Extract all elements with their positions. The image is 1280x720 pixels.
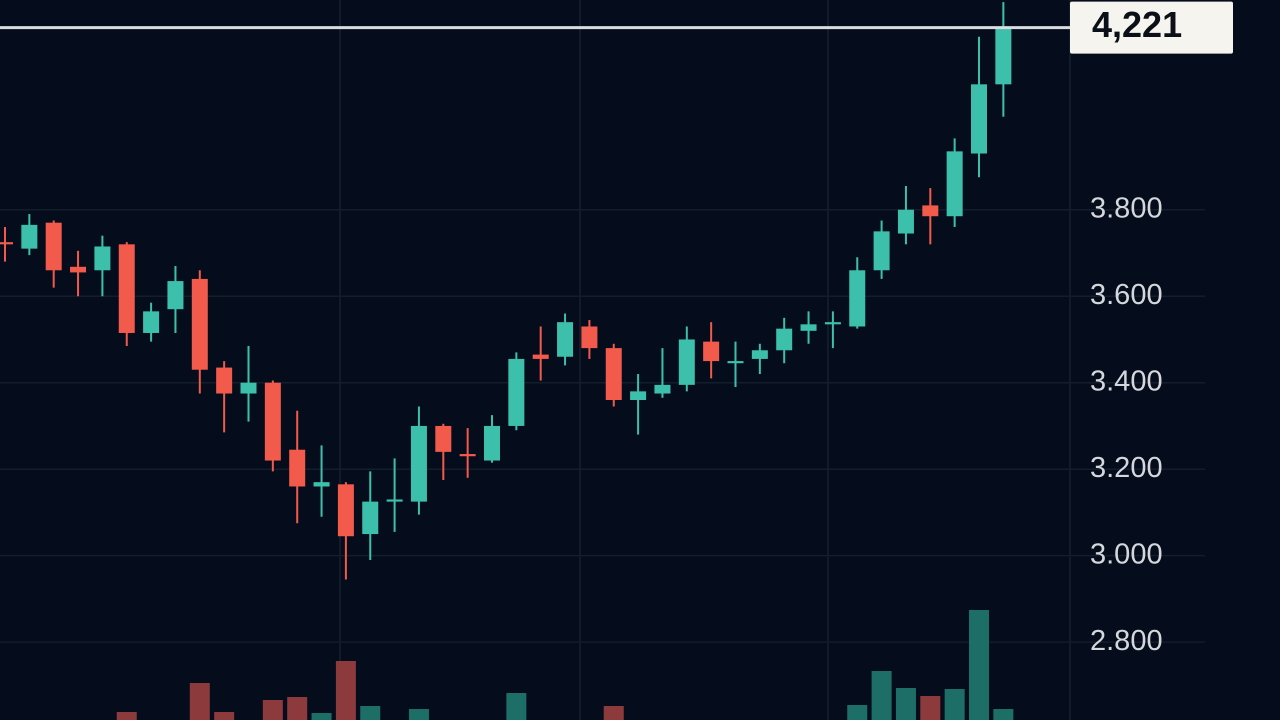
- candle-body: [508, 358, 525, 426]
- candle-body: [849, 270, 866, 327]
- candle-body: [313, 482, 330, 487]
- candle-body: [0, 242, 13, 245]
- candle-body: [630, 391, 647, 400]
- y-tick-label: 3.000: [1090, 538, 1163, 570]
- candle-body: [654, 384, 671, 394]
- y-tick-label: 3.400: [1090, 365, 1163, 397]
- candle-body: [678, 339, 695, 385]
- candle-body: [337, 484, 354, 537]
- volume-bar: [895, 688, 916, 720]
- candle-body: [727, 361, 744, 364]
- last-price-label: 4,221: [1092, 4, 1182, 45]
- candle-body: [995, 27, 1012, 85]
- volume-bar: [287, 697, 308, 720]
- vertical-grid: [339, 0, 1071, 720]
- last-price: 4,221: [0, 1, 1233, 54]
- candle-body: [435, 425, 452, 452]
- candle-body: [362, 501, 379, 535]
- volume-bar: [335, 661, 356, 720]
- candle-body: [289, 449, 306, 487]
- volume-bar: [993, 709, 1014, 720]
- candle-body: [824, 322, 841, 325]
- candle-body: [70, 266, 87, 273]
- candle-body: [216, 367, 233, 394]
- y-tick-label: 3.200: [1090, 452, 1163, 484]
- candle-body: [873, 231, 890, 271]
- volume-bar: [311, 713, 332, 720]
- volume-bar: [116, 712, 137, 720]
- candle-body: [922, 205, 939, 217]
- candle-body: [118, 244, 135, 333]
- candle-body: [484, 425, 500, 461]
- candle-body: [946, 151, 963, 217]
- y-axis: 2.800 3.000 3.200 3.400 3.600 3.800: [1090, 192, 1163, 656]
- volume-bar: [408, 709, 429, 720]
- candle-body: [45, 222, 62, 271]
- candle-body: [94, 246, 111, 271]
- candle-body: [776, 328, 793, 351]
- volume-bar: [847, 705, 868, 720]
- candle-body: [143, 311, 160, 333]
- candle-body: [800, 324, 817, 331]
- candle-body: [605, 348, 622, 400]
- y-tick-label: 2.800: [1090, 625, 1163, 657]
- candle-body: [386, 499, 403, 502]
- candle-body: [240, 382, 257, 394]
- volume-bar: [944, 689, 965, 720]
- candle-body: [21, 224, 38, 249]
- candle-body: [751, 350, 768, 359]
- volume-bar: [360, 706, 381, 720]
- candle-body: [459, 454, 476, 457]
- y-tick-label: 3.600: [1090, 279, 1163, 311]
- volume-bar: [189, 683, 210, 720]
- volume-bar: [214, 712, 235, 720]
- candle-body: [703, 341, 720, 362]
- volume-bar: [920, 696, 941, 720]
- candle-body: [897, 209, 914, 234]
- volume-bar: [603, 706, 624, 720]
- candle-body: [410, 425, 427, 502]
- y-tick-label: 3.800: [1090, 192, 1163, 224]
- volume-bar: [871, 671, 892, 720]
- volume-bars: [116, 610, 1014, 720]
- candle-body: [971, 84, 987, 154]
- candle-body: [581, 326, 598, 349]
- candle-body: [557, 322, 574, 357]
- volume-bar: [969, 610, 989, 720]
- volume-bar: [506, 693, 527, 720]
- last-price-box: [1070, 1, 1233, 54]
- candle-body: [167, 281, 184, 310]
- candles: [0, 2, 1012, 580]
- candle-body: [532, 354, 549, 359]
- candle-body: [191, 278, 208, 370]
- candle-body: [264, 382, 281, 461]
- volume-bar: [262, 700, 283, 720]
